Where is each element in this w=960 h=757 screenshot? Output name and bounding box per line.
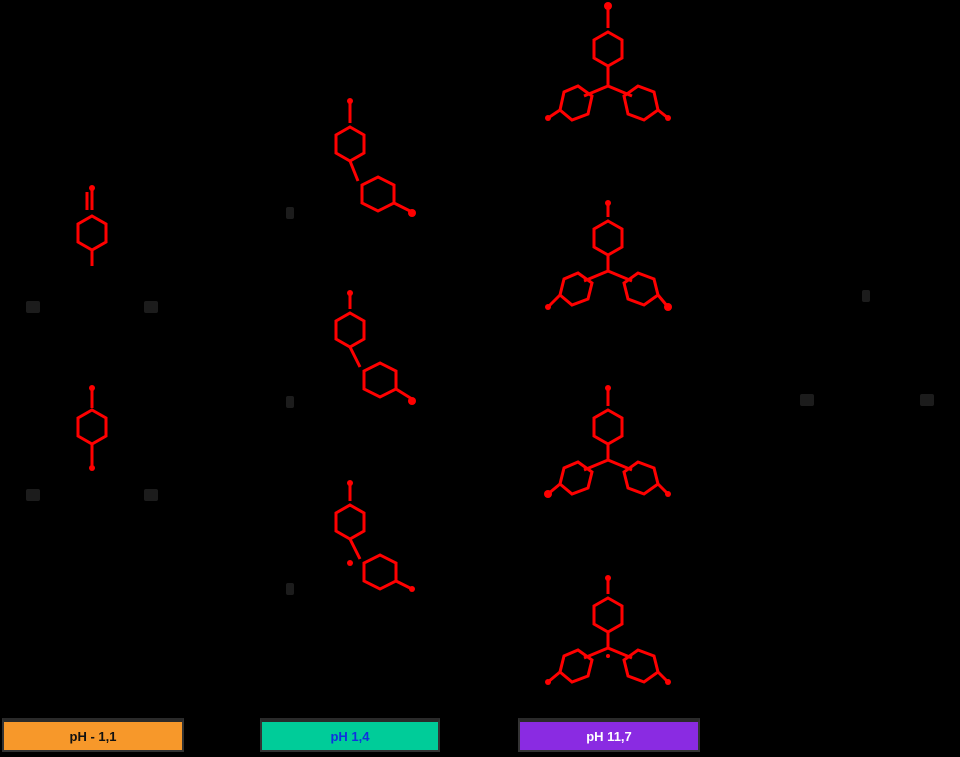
ph-badge-basic: pH 11,7 [518,718,700,752]
ph-badge-label: pH 1,4 [330,728,370,744]
ph-badge-label: pH - 1,1 [69,728,117,744]
structure-ph-11-7-b [545,200,672,311]
structure-ph-11-7-d [545,575,671,685]
ph-badge-neutral: pH 1,4 [260,718,440,752]
faint-label [286,207,294,219]
ph-badge-acidic: pH - 1,1 [2,718,184,752]
faint-label [920,394,934,406]
faint-label [26,301,40,313]
ph-badge-label: pH 11,7 [586,728,632,744]
faint-label [26,489,40,501]
structure-ph-1-4-c [334,480,415,592]
structure-ph-minus-1-1-b [76,385,108,471]
faint-label [144,301,158,313]
faint-label [286,396,294,408]
faint-label [800,394,814,406]
structure-ph-11-7-c [544,385,671,498]
faint-label [286,583,294,595]
structure-ph-11-7-a [545,2,671,122]
faint-label [862,290,870,302]
faint-label [144,489,158,501]
structure-ph-1-4-a [334,98,416,217]
structure-ph-minus-1-1-a [76,185,108,266]
structure-ph-1-4-b [334,290,416,405]
